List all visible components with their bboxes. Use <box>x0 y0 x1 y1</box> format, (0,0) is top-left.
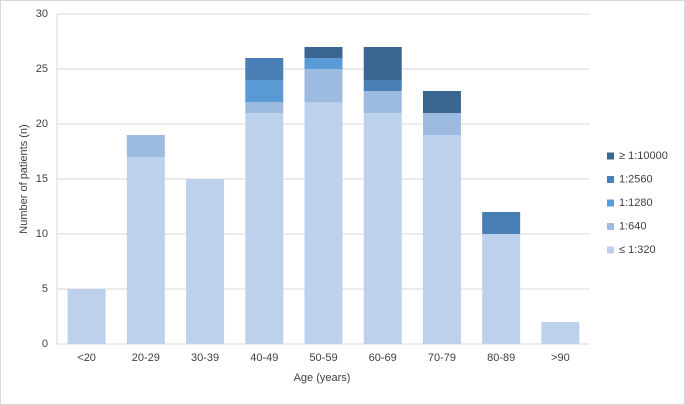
bar-segment <box>304 102 343 344</box>
bar-segment <box>245 80 284 102</box>
bar-segment <box>304 58 343 69</box>
y-tick-label: 5 <box>42 283 48 295</box>
x-tick-label: 20-29 <box>132 352 160 364</box>
bar-segment <box>363 47 402 80</box>
bar-segment <box>245 58 284 80</box>
y-tick-label: 20 <box>36 118 48 130</box>
bar-segment <box>245 113 284 344</box>
legend-swatch <box>607 223 614 230</box>
bar-segment <box>363 80 402 91</box>
x-tick-label: 60-69 <box>369 352 397 364</box>
legend-label: 1:640 <box>619 220 647 232</box>
bar-segment <box>363 113 402 344</box>
y-tick-label: 0 <box>42 338 48 350</box>
bar-segment <box>482 234 521 344</box>
bar-segment <box>422 135 461 344</box>
bar-segment <box>304 69 343 102</box>
bar-segment <box>422 113 461 135</box>
legend-swatch <box>607 199 614 207</box>
x-tick-label: <20 <box>77 352 96 364</box>
bar-segment <box>186 179 225 344</box>
legend-swatch <box>607 152 614 160</box>
bar-segment <box>126 135 165 157</box>
legend-swatch <box>607 246 614 254</box>
legend-label: 1:1280 <box>619 197 653 209</box>
legend-label: ≥ 1:10000 <box>619 150 668 162</box>
bar-segment <box>245 102 284 113</box>
x-tick-label: 30-39 <box>191 352 219 364</box>
y-tick-label: 10 <box>36 228 48 240</box>
x-tick-label: >90 <box>551 352 570 364</box>
legend-label: ≤ 1:320 <box>619 244 656 256</box>
legend-label: 1:2560 <box>619 173 653 185</box>
y-tick-label: 15 <box>36 173 48 185</box>
bar-segment <box>482 212 521 234</box>
x-tick-label: 80-89 <box>487 352 515 364</box>
x-tick-label: 70-79 <box>428 352 456 364</box>
x-axis-label: Age (years) <box>294 372 351 384</box>
bar-segment <box>422 91 461 113</box>
x-tick-label: 40-49 <box>250 352 278 364</box>
legend-swatch <box>607 176 614 183</box>
bar-segment <box>363 91 402 113</box>
bar-segment <box>67 289 106 344</box>
bar-segment <box>126 157 165 344</box>
y-tick-label: 25 <box>36 63 48 75</box>
bar-segment <box>541 322 580 344</box>
y-tick-label: 30 <box>36 8 48 20</box>
bar-segment <box>304 47 343 58</box>
x-tick-label: 50-59 <box>309 352 337 364</box>
y-axis-label: Number of patients (n) <box>18 124 30 233</box>
